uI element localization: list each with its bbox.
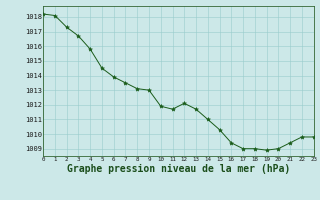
X-axis label: Graphe pression niveau de la mer (hPa): Graphe pression niveau de la mer (hPa) <box>67 164 290 174</box>
